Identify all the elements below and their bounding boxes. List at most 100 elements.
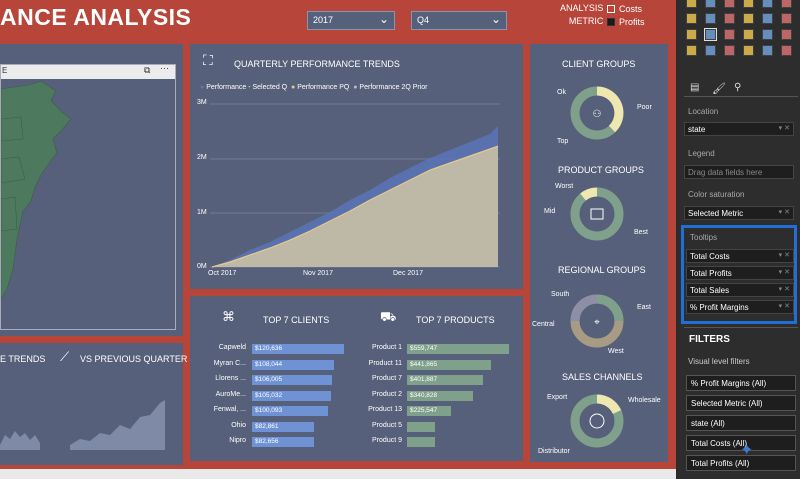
report-canvas: ▔▔▔▔▔▔▔▔▔▔▔▔▔▔▔▔▔▔ ANCE ANALYSIS 2017 ⌄ … [0,0,676,479]
visual-type-icon[interactable] [724,29,735,40]
checkbox-icon [607,5,615,13]
client-row-label: Myran C... [213,359,246,367]
quarter-slicer[interactable]: Q4 ⌄ [411,11,507,30]
filter-card[interactable]: Total Profits (All) [686,455,796,471]
watermark-logo: ✦ [740,442,754,459]
visual-type-icon[interactable] [704,28,717,41]
tooltip-field[interactable]: Total Profits ▾ ✕ [686,266,794,280]
client-bar[interactable]: $82,861 [252,421,314,432]
label-top: Top [557,138,569,145]
visual-type-icon[interactable] [762,0,773,8]
legend-title-metric: METRIC [568,16,604,26]
analytics-icon[interactable]: ⚲ [734,82,742,93]
top7-clients-title: TOP 7 CLIENTS [263,315,330,325]
visual-type-icon[interactable] [743,45,754,56]
visual-type-icon[interactable] [724,45,735,56]
tooltip-field[interactable]: Total Sales ▾ ✕ [686,283,794,297]
visual-type-icon[interactable] [743,13,754,24]
product-row-label: Product 1 [372,344,402,351]
label-distributor: Distributor [538,448,570,455]
legend-dot-icon: ● [291,84,296,91]
map-visual[interactable]: E ⧉ ··· [0,63,176,330]
tooltip-field[interactable]: Total Costs ▾ ✕ [686,249,794,263]
client-bar[interactable]: $82,656 [252,437,314,447]
visual-type-icon[interactable] [762,45,773,56]
visual-type-icon[interactable] [724,13,735,24]
visual-type-icon[interactable] [705,45,716,56]
filter-card[interactable]: Selected Metric (All) [686,395,796,411]
visual-type-icon[interactable] [743,29,754,40]
color-saturation-label: Color saturation [688,190,745,199]
focus-mode-icon[interactable]: ⧉ [144,65,151,75]
legend-pq: Performance PQ [297,84,350,91]
visual-type-icon[interactable] [686,13,697,24]
visual-type-icon[interactable] [705,13,716,24]
legend-dot-icon: ● [200,84,205,91]
visual-type-icon[interactable] [781,45,792,56]
tooltip-field[interactable]: % Profit Margins ▾ ✕ [686,300,794,314]
visual-type-icon[interactable] [686,29,697,40]
product-row-label: Product 11 [368,359,402,367]
metric-slicer: Costs Profits [607,3,645,29]
visual-type-icon[interactable] [762,29,773,40]
metric-option-costs[interactable]: Costs [607,3,645,16]
label-worst: Worst [555,183,574,190]
filter-card[interactable]: state (All) [686,415,796,431]
field-remove-icon[interactable]: ▾ ✕ [778,286,790,293]
client-groups-donut[interactable]: ⚇ [568,84,626,142]
product-groups-donut[interactable] [568,185,626,243]
donut-ring [570,187,624,241]
visual-type-icon[interactable] [781,29,792,40]
client-bar[interactable]: $100,093 [252,406,328,416]
product-bar[interactable]: $225,547 [407,406,451,416]
more-options-icon[interactable]: ··· [160,63,169,73]
client-bar[interactable]: $106,005 [252,375,332,385]
product-bar[interactable]: $340,828 [407,390,473,401]
sparkline-charts[interactable] [0,395,180,450]
metric-option-profits[interactable]: Profits [607,16,645,29]
visual-type-icon[interactable] [743,0,754,8]
visual-type-icon[interactable] [686,0,697,8]
product-bar[interactable] [407,421,435,432]
client-bar[interactable]: $105,032 [252,390,331,401]
paint-roller-icon[interactable]: 🖌 [712,83,726,95]
product-bar[interactable]: $559,747 [407,344,509,354]
y-tick-0m: 0M [197,263,207,270]
location-field[interactable]: state ▾ ✕ [684,122,794,136]
client-bar[interactable]: $108,044 [252,359,334,370]
year-slicer[interactable]: 2017 ⌄ [307,11,395,30]
visual-type-icon[interactable] [724,0,735,8]
field-remove-icon[interactable]: ▾ ✕ [778,303,790,310]
visual-type-icon[interactable] [762,13,773,24]
filter-card[interactable]: Total Costs (All) [686,435,796,451]
field-remove-icon[interactable]: ▾ ✕ [778,252,790,259]
legend-title-analysis: ANALYSIS [560,3,604,13]
label-poor: Poor [637,104,652,111]
sales-channels-donut[interactable] [568,392,626,450]
visual-type-icon[interactable] [781,0,792,8]
client-bar[interactable]: $120,636 [252,344,344,354]
field-remove-icon[interactable]: ▾ ✕ [778,125,790,132]
visual-type-icon[interactable] [705,0,716,8]
trends-area-chart[interactable] [210,100,500,270]
legend-drop-zone[interactable]: Drag data fields here [684,165,794,179]
people-icon: ⚇ [593,109,602,120]
label-wholesale: Wholesale [628,397,661,404]
product-bar[interactable]: $401,887 [407,375,483,385]
client-row-label: Llorens ... [215,375,246,382]
regional-groups-donut[interactable]: ⌖ [568,292,626,350]
box-icon [590,208,604,220]
color-saturation-field[interactable]: Selected Metric ▾ ✕ [684,206,794,220]
visual-type-icon[interactable] [686,45,697,56]
filter-card[interactable]: % Profit Margins (All) [686,375,796,391]
pane-divider [684,327,798,328]
visual-type-icon[interactable] [781,13,792,24]
product-bar[interactable] [407,437,435,447]
globe-icon [589,413,605,429]
metric-option-label: Costs [619,4,643,14]
product-bar[interactable]: $441,865 [407,359,491,370]
map-region[interactable] [1,80,72,300]
field-remove-icon[interactable]: ▾ ✕ [778,269,790,276]
field-remove-icon[interactable]: ▾ ✕ [778,209,790,216]
fields-tab-icon[interactable]: ▤ [690,82,700,93]
